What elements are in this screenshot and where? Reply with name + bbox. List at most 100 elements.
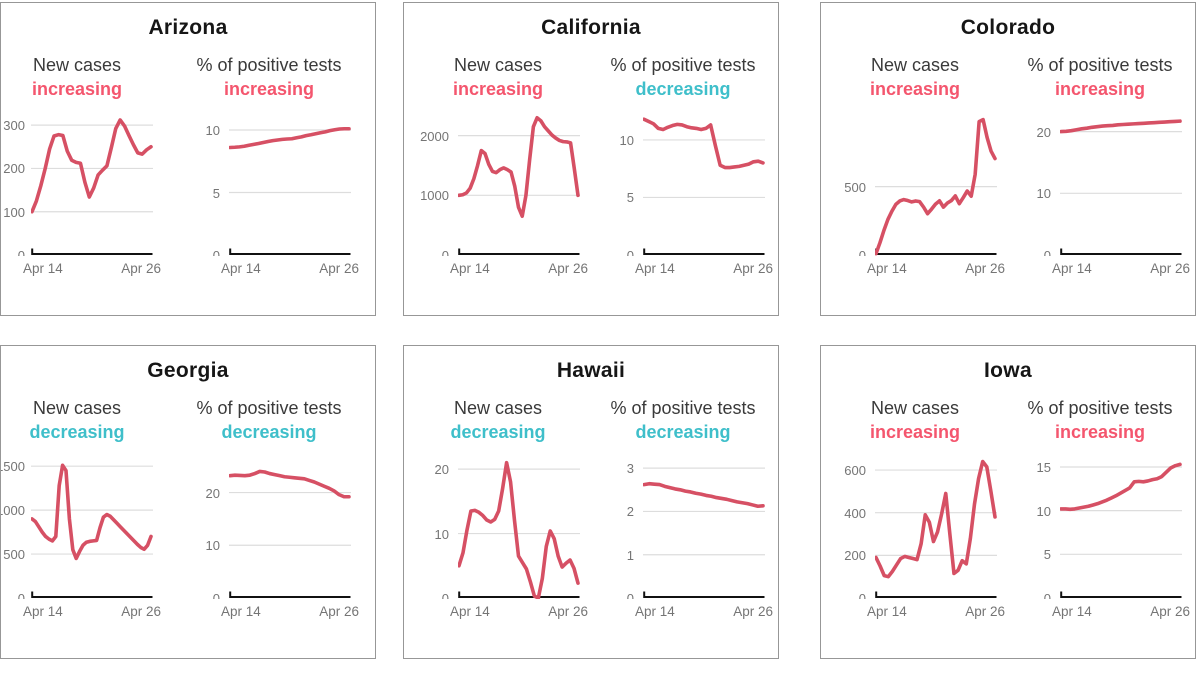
trend-label: increasing xyxy=(1054,422,1146,442)
x-tick-label-end: Apr 26 xyxy=(1150,604,1190,619)
x-axis-baseline xyxy=(643,591,765,598)
x-axis-baseline xyxy=(875,591,997,598)
line-chart xyxy=(643,117,765,255)
data-line xyxy=(1060,462,1182,512)
data-line xyxy=(1060,119,1182,134)
new-cases-chart: New cases increasing 0 200 400 600 Apr 14 Apr 2… xyxy=(833,396,1005,619)
positive-tests-chart: % of positive tests increasing 0 10 20 Apr 14… xyxy=(1018,53,1190,276)
y-axis-labels: 0 5 10 15 xyxy=(1018,453,1060,599)
line-chart xyxy=(458,115,580,255)
new-cases-chart: New cases decreasing 0 10 20 Apr 14 Apr 26 xyxy=(416,396,588,619)
positive-tests-chart: % of positive tests increasing 0 5 10 Apr 14 A… xyxy=(187,53,359,276)
state-panel: Colorado New cases increasing 0 500 Apr 14 Apr… xyxy=(820,2,1196,316)
y-axis-labels: 0 1000 2000 xyxy=(416,110,458,256)
x-axis-baseline xyxy=(875,248,997,255)
y-tick-label: 0 xyxy=(17,248,25,256)
data-line xyxy=(643,117,765,170)
plot-row: 0 5 10 xyxy=(187,110,351,256)
chart-metric-label: % of positive tests xyxy=(610,55,756,75)
y-tick-label: 0 xyxy=(441,248,449,256)
x-tick-label-end: Apr 26 xyxy=(1150,261,1190,276)
x-tick-label-start: Apr 14 xyxy=(450,604,490,619)
data-line xyxy=(643,481,765,509)
y-tick-label: 2 xyxy=(626,504,634,520)
x-tick-label-end: Apr 26 xyxy=(733,604,773,619)
chart-metric-label: New cases xyxy=(870,55,960,75)
plot-row: 0 200 400 600 xyxy=(833,453,997,599)
data-line xyxy=(31,118,153,214)
trend-label: increasing xyxy=(1054,79,1146,99)
x-axis-labels: Apr 14 Apr 26 xyxy=(867,261,1005,276)
trend-label: increasing xyxy=(869,422,961,442)
panel-title: Arizona xyxy=(148,16,228,39)
positive-tests-chart: % of positive tests decreasing 0 10 20 Apr 14… xyxy=(187,396,359,619)
charts-row: New cases increasing 0 200 400 600 Apr 14 Apr 2… xyxy=(821,396,1195,619)
x-tick-label-start: Apr 14 xyxy=(867,261,907,276)
line-chart xyxy=(1060,119,1182,255)
data-line xyxy=(875,459,997,579)
charts-row: New cases decreasing 0 10 20 Apr 14 Apr 26% of… xyxy=(404,396,778,619)
x-axis-labels: Apr 14 Apr 26 xyxy=(635,604,773,619)
x-axis-baseline xyxy=(458,248,580,255)
x-axis-labels: Apr 14 Apr 26 xyxy=(635,261,773,276)
data-line xyxy=(229,126,351,150)
plot-row: 0 500 1000 1500 xyxy=(1,453,153,599)
y-tick-label: 500 xyxy=(3,547,25,563)
data-line xyxy=(875,117,997,256)
x-axis-labels: Apr 14 Apr 26 xyxy=(221,604,359,619)
x-tick-label-start: Apr 14 xyxy=(23,604,63,619)
plot-row: 0 1 2 3 xyxy=(601,453,765,599)
x-axis-baseline xyxy=(1060,591,1182,598)
plot-row: 0 5 10 xyxy=(601,110,765,256)
y-axis-labels: 0 10 20 xyxy=(187,453,229,599)
y-tick-label: 20 xyxy=(434,462,449,478)
y-tick-label: 100 xyxy=(3,204,25,220)
plot-row: 0 10 20 xyxy=(1018,110,1182,256)
trend-label: increasing xyxy=(31,79,123,99)
y-axis-labels: 0 500 1000 1500 xyxy=(1,453,31,599)
x-tick-label-end: Apr 26 xyxy=(121,261,161,276)
chart-metric-label: % of positive tests xyxy=(196,398,342,418)
positive-tests-chart: % of positive tests increasing 0 5 10 15 Apr 1… xyxy=(1018,396,1190,619)
data-line xyxy=(458,460,580,599)
trend-label: decreasing xyxy=(450,422,546,442)
y-axis-labels: 0 5 10 xyxy=(187,110,229,256)
y-tick-label: 10 xyxy=(1036,186,1051,202)
data-line xyxy=(458,115,580,219)
x-axis-labels: Apr 14 Apr 26 xyxy=(1052,261,1190,276)
trend-label: decreasing xyxy=(29,422,125,442)
x-axis-baseline xyxy=(1060,248,1182,255)
line-chart xyxy=(875,459,997,598)
x-tick-label-end: Apr 26 xyxy=(548,261,588,276)
chart-metric-label: New cases xyxy=(453,398,543,418)
y-tick-label: 0 xyxy=(17,591,25,599)
y-tick-label: 1000 xyxy=(420,188,449,204)
y-tick-label: 0 xyxy=(626,248,634,256)
y-axis-labels: 0 5 10 xyxy=(601,110,643,256)
x-tick-label-end: Apr 26 xyxy=(121,604,161,619)
x-axis-labels: Apr 14 Apr 26 xyxy=(450,604,588,619)
x-axis-labels: Apr 14 Apr 26 xyxy=(450,261,588,276)
y-tick-label: 5 xyxy=(212,185,220,201)
x-axis-baseline xyxy=(229,248,351,255)
chart-metric-label: New cases xyxy=(32,55,122,75)
y-axis-labels: 0 500 xyxy=(833,110,875,256)
x-tick-label-end: Apr 26 xyxy=(965,604,1005,619)
y-axis-labels: 0 200 400 600 xyxy=(833,453,875,599)
trend-label: decreasing xyxy=(635,79,731,99)
trend-label: increasing xyxy=(223,79,315,99)
y-tick-label: 10 xyxy=(205,538,220,554)
charts-row: New cases increasing 0 1000 2000 Apr 14 Apr 26… xyxy=(404,53,778,276)
x-axis-baseline xyxy=(31,248,153,255)
chart-metric-label: New cases xyxy=(453,55,543,75)
chart-metric-label: % of positive tests xyxy=(1027,55,1173,75)
y-tick-label: 10 xyxy=(619,132,634,148)
y-tick-label: 0 xyxy=(212,591,220,599)
y-tick-label: 200 xyxy=(844,548,866,564)
y-tick-label: 2000 xyxy=(420,128,449,144)
y-tick-label: 600 xyxy=(844,463,866,479)
trend-label: decreasing xyxy=(221,422,317,442)
x-axis-baseline xyxy=(31,591,153,598)
x-tick-label-end: Apr 26 xyxy=(965,261,1005,276)
